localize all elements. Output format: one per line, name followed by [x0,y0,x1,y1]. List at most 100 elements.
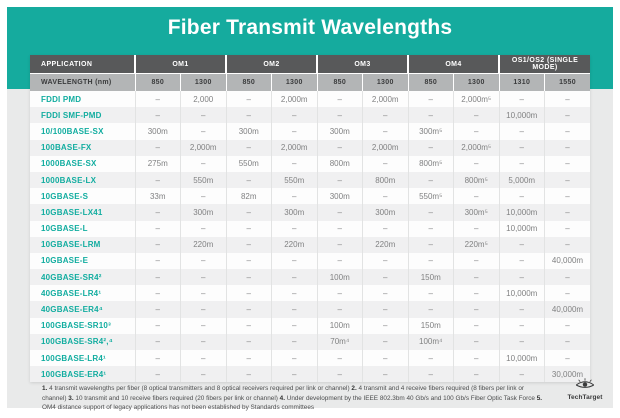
distance-cell: – [544,123,590,140]
distance-cell: – [362,252,408,270]
distance-cell: – [180,123,226,140]
distance-cell: – [134,139,181,156]
distance-cell: – [498,366,545,383]
fiber-table: APPLICATION OM1 OM2 OM3 OM4 OS1/OS2 (SIN… [30,55,590,383]
distance-cell: – [134,317,181,334]
distance-cell: – [271,188,317,205]
distance-cell: – [316,350,363,367]
distance-cell: – [453,350,499,367]
distance-cell: 550m⁵ [407,188,454,205]
distance-cell: 2,000m⁵ [453,91,499,108]
application-cell: FDDI PMD [41,94,82,104]
distance-cell: 40,000m [544,301,590,318]
distance-cell: – [544,188,590,205]
distance-cell: 800m [362,171,408,189]
distance-cell: – [316,204,363,221]
distance-cell: 220m [180,236,226,253]
distance-cell: – [544,91,590,108]
distance-cell: – [498,188,545,205]
distance-cell: – [498,301,545,318]
distance-cell: – [498,155,545,172]
footnote-marker: 3. [68,394,76,402]
distance-cell: – [453,188,499,205]
distance-cell: – [271,107,317,124]
distance-cell: – [544,285,590,302]
distance-cell: – [316,301,363,318]
distance-cell: 300m [271,204,317,221]
distance-cell: – [407,139,454,156]
distance-cell: – [407,220,454,237]
distance-cell: – [134,366,181,383]
distance-cell: 300m⁵ [453,204,499,221]
distance-cell: – [407,366,454,383]
distance-cell: – [316,285,363,302]
distance-cell: 30,000m [544,366,590,383]
distance-cell: – [271,269,317,286]
group-header-row: APPLICATION OM1 OM2 OM3 OM4 OS1/OS2 (SIN… [30,55,590,74]
distance-cell: – [316,366,363,383]
distance-cell: – [544,204,590,221]
distance-cell: – [544,171,590,189]
table-row: 10GBASE-E – – – – – – – – –40,000m [30,252,590,270]
distance-cell: – [362,107,408,124]
distance-cell: 150m [407,317,454,334]
footnote-text: OM4 distance support of legacy applicati… [42,404,315,412]
distance-cell: – [544,350,590,367]
distance-cell: – [544,269,590,286]
wavelength-label: WAVELENGTH (nm) [30,73,135,91]
distance-cell: – [225,91,272,108]
distance-cell: – [453,252,499,270]
wavelength-col: 1300 [180,73,226,91]
table-row: FDDI SMF-PMD – – – – – – – –10,000m – [30,107,590,124]
distance-cell: 300m [180,204,226,221]
application-cell: 1000BASE-LX [41,175,97,185]
distance-cell: – [134,220,181,237]
group-header-os1-os2: OS1/OS2 (SINGLE MODE) [498,55,590,74]
table-row: 100GBASE-SR4²,⁴ – – – –70m⁴ –100m⁴ – – – [30,333,590,350]
distance-cell: – [407,204,454,221]
table-row: 10GBASE-L – – – – – – – –10,000m – [30,220,590,237]
distance-cell: 220m [271,236,317,253]
distance-cell: – [225,252,272,270]
distance-cell: 800m [316,155,363,172]
distance-cell: – [225,350,272,367]
distance-cell: – [271,366,317,383]
wavelength-col: 1300 [453,73,499,91]
distance-cell: – [544,139,590,156]
group-header-om4: OM4 [407,55,499,74]
distance-cell: – [180,350,226,367]
distance-cell: 70m⁴ [316,333,363,350]
table-row: 10GBASE-LRM –220m –220m –220m –220m⁵ – – [30,236,590,253]
application-cell: 100GBASE-SR10³ [41,321,111,331]
distance-cell: – [134,171,181,189]
distance-cell: 82m [225,188,272,205]
application-cell: 10GBASE-S [41,191,89,201]
table-row: 10GBASE-LX41–300m –300m –300m –300m⁵ 10,000m… [30,204,590,221]
wavelength-col: 850 [134,73,181,91]
application-cell: 100BASE-FX [41,143,92,153]
table-row: 10/100BASE-SX 300m –300m –300m –300m⁵ – – – [30,123,590,140]
footnote-marker: 4. [279,394,287,402]
distance-cell: – [407,350,454,367]
distance-cell: – [498,123,545,140]
distance-cell: – [498,91,545,108]
distance-cell: 2,000 [180,91,226,108]
wavelength-col: 850 [225,73,272,91]
distance-cell: 100m [316,317,363,334]
distance-cell: 300m [362,204,408,221]
table-row: 100GBASE-LR4¹ – – – – – – – –10,000m – [30,350,590,367]
footnote-text: Under development by the IEEE 802.3bm 40… [286,394,537,402]
distance-cell: – [362,285,408,302]
distance-cell: – [498,333,545,350]
distance-cell: – [453,123,499,140]
footnote-text: 4 transmit and 4 receive fibers required… [42,385,525,402]
distance-cell: 550m [225,155,272,172]
table-row: 40GBASE-ER4⁴ – – – – – – – – –40,000m [30,301,590,318]
application-cell: 10GBASE-LX41 [41,207,103,217]
table-row: 1000BASE-SX 275m –550m –800m –800m⁵ – – – [30,155,590,172]
eye-icon [573,376,597,393]
distance-cell: – [544,333,590,350]
application-cell: 40GBASE-ER4⁴ [41,305,103,315]
distance-cell: 2,000m [271,91,317,108]
group-header-om3: OM3 [316,55,408,74]
